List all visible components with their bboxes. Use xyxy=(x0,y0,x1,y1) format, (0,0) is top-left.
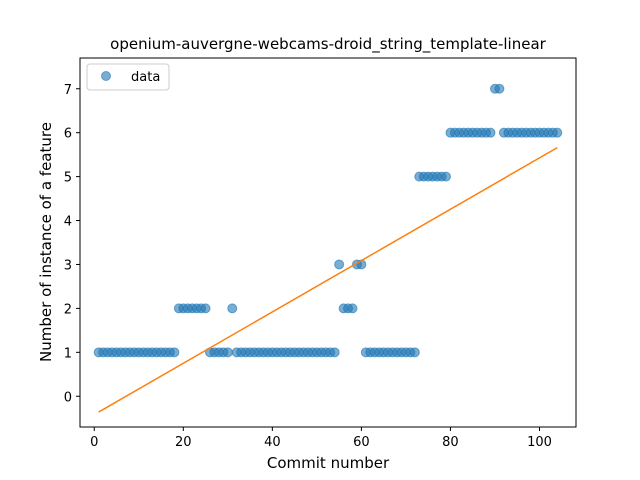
axes-frame xyxy=(79,57,577,428)
x-tick-label: 20 xyxy=(175,435,192,450)
data-point xyxy=(485,127,496,138)
legend-marker-data xyxy=(101,71,111,81)
x-tick-label: 60 xyxy=(353,435,370,450)
y-tick-label: 0 xyxy=(64,390,72,405)
data-point xyxy=(347,303,358,314)
y-tick-label: 7 xyxy=(64,83,72,98)
data-point xyxy=(200,303,211,314)
y-tick-label: 5 xyxy=(64,171,72,186)
data-point xyxy=(329,347,340,358)
data-point xyxy=(552,127,563,138)
legend-label-data: data xyxy=(131,70,160,85)
legend: data xyxy=(86,63,170,91)
fit-line xyxy=(98,146,558,413)
data-point xyxy=(440,171,451,182)
x-axis: 0 20 40 60 80 100 xyxy=(90,427,552,450)
legend-box xyxy=(86,63,170,91)
data-point xyxy=(227,303,238,314)
y-tick-label: 4 xyxy=(64,215,72,230)
x-tick-label: 100 xyxy=(527,435,552,450)
x-tick-label: 80 xyxy=(442,435,459,450)
x-tick-label: 0 xyxy=(90,435,98,450)
data-point xyxy=(494,83,505,94)
data-point xyxy=(409,347,420,358)
x-tick-label: 40 xyxy=(264,435,281,450)
x-axis-label: Commit number xyxy=(267,454,390,472)
data-point xyxy=(169,347,180,358)
y-tick-label: 3 xyxy=(64,258,72,273)
y-tick-label: 2 xyxy=(64,302,72,317)
data-point xyxy=(334,259,345,270)
y-axis-label: Number of instance of a feature xyxy=(37,122,55,362)
y-tick-label: 6 xyxy=(64,127,72,142)
y-tick-label: 1 xyxy=(64,346,72,361)
y-axis: 0 1 2 3 4 5 6 7 xyxy=(64,83,80,405)
plot-area xyxy=(93,83,563,413)
data-point xyxy=(222,347,233,358)
chart-title: openium-auvergne-webcams-droid_string_te… xyxy=(110,35,546,54)
